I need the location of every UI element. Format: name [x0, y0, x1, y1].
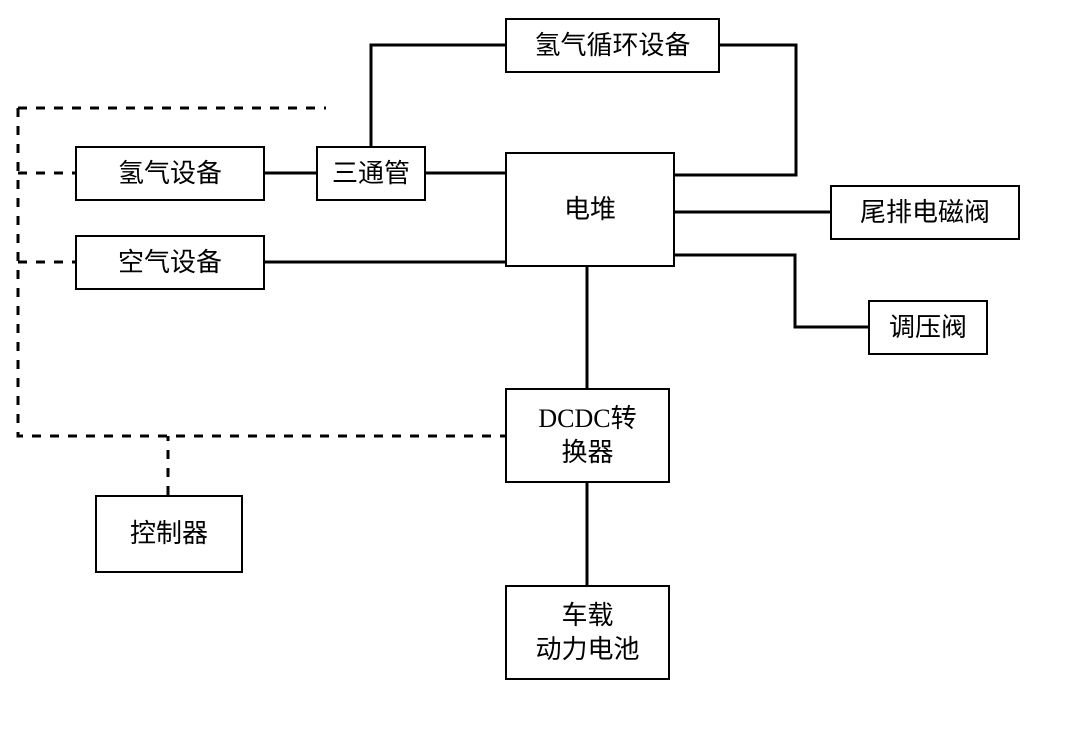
node-stack: 电堆 [505, 152, 675, 267]
node-label: 电堆 [564, 193, 616, 227]
node-h2-device: 氢气设备 [75, 146, 265, 201]
node-label: DCDC转 换器 [538, 402, 636, 470]
node-label: 氢气循环设备 [534, 29, 690, 63]
node-label: 尾排电磁阀 [860, 196, 990, 230]
node-air-device: 空气设备 [75, 235, 265, 290]
node-label: 车载 动力电池 [535, 599, 639, 667]
node-h2-cycle: 氢气循环设备 [505, 18, 720, 73]
node-dcdc: DCDC转 换器 [505, 388, 670, 483]
node-label: 氢气设备 [118, 157, 222, 191]
node-label: 调压阀 [889, 311, 967, 345]
node-regulator: 调压阀 [868, 300, 988, 355]
node-label: 控制器 [130, 517, 208, 551]
node-battery: 车载 动力电池 [505, 585, 670, 680]
node-label: 空气设备 [118, 246, 222, 280]
node-label: 三通管 [332, 157, 410, 191]
node-exhaust: 尾排电磁阀 [830, 185, 1020, 240]
node-controller: 控制器 [95, 495, 243, 573]
node-tee: 三通管 [316, 146, 426, 201]
